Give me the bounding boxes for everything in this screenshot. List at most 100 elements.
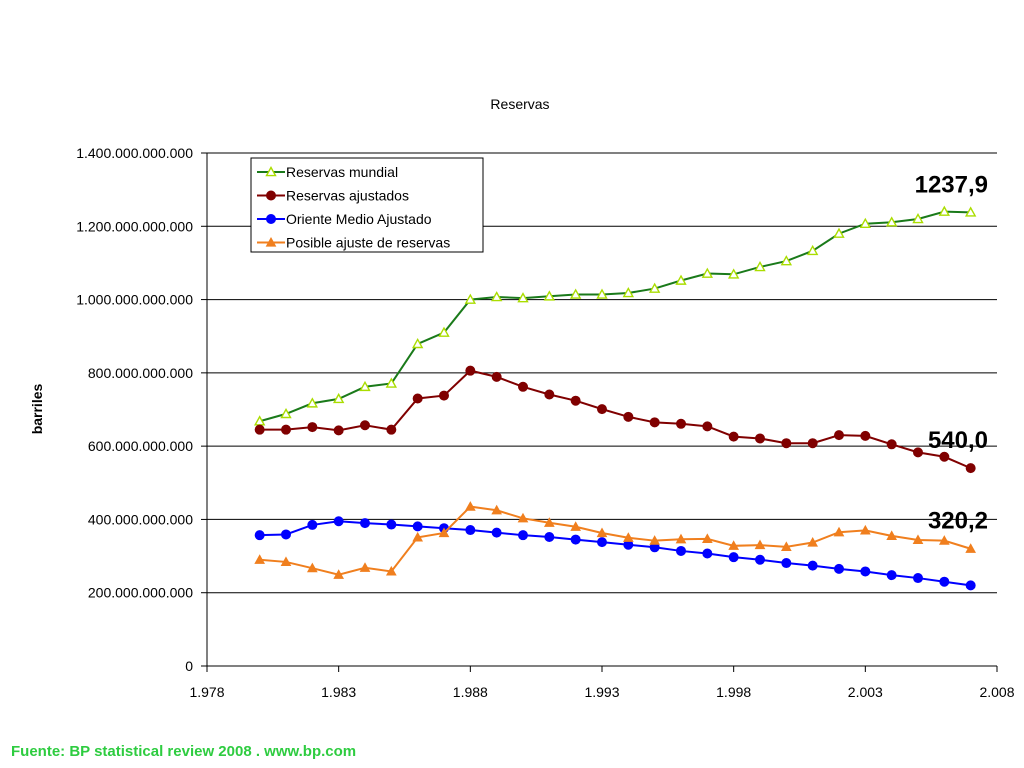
data-point <box>781 438 792 449</box>
data-point <box>570 534 581 545</box>
data-point <box>464 501 476 511</box>
legend-label: Oriente Medio Ajustado <box>286 211 432 227</box>
data-point <box>544 532 555 543</box>
series-line <box>259 210 971 423</box>
data-point <box>543 290 556 301</box>
data-point <box>596 527 608 538</box>
data-point <box>518 530 528 541</box>
data-point <box>464 293 477 304</box>
series-oriente-medio-ajustado <box>254 516 976 591</box>
data-point <box>254 554 266 564</box>
legend-label: Posible ajuste de reservas <box>286 235 450 251</box>
data-point <box>386 424 397 435</box>
x-tick-label: 1.993 <box>584 684 619 700</box>
data-point <box>912 534 924 545</box>
data-point <box>755 554 765 565</box>
data-point <box>332 392 345 404</box>
data-point <box>491 527 502 538</box>
data-point <box>938 535 950 545</box>
data-point <box>570 395 581 406</box>
data-point <box>648 282 661 293</box>
data-point <box>597 404 607 415</box>
data-point <box>280 407 292 419</box>
y-tick-label: 1.400.000.000.000 <box>76 145 193 161</box>
data-point <box>754 261 766 272</box>
data-point <box>913 573 923 584</box>
data-point <box>781 558 792 569</box>
data-point <box>834 563 844 574</box>
data-point <box>728 552 739 563</box>
legend-marker <box>266 190 276 201</box>
data-point <box>465 365 476 376</box>
legend-marker <box>266 214 276 224</box>
data-point <box>622 287 635 298</box>
end-value-label: 320,2 <box>928 508 988 535</box>
series-line <box>259 520 971 587</box>
y-tick-label: 800.000.000.000 <box>88 365 193 381</box>
data-point <box>727 268 740 279</box>
data-point <box>517 512 529 523</box>
data-point <box>438 527 450 538</box>
series-line <box>259 369 972 470</box>
legend-marker <box>265 236 277 247</box>
data-point <box>570 521 582 531</box>
data-point <box>491 504 503 515</box>
y-axis-label: barriles <box>29 383 45 434</box>
reserves-chart: Reservas barriles 0 200.000.000.000 400.00… <box>29 96 1015 700</box>
x-tick-label: 1.978 <box>189 684 224 700</box>
legend-label: Reservas ajustados <box>286 188 409 204</box>
data-point <box>965 463 976 474</box>
legend-box <box>250 157 484 253</box>
x-tick-label: 1.998 <box>716 684 751 700</box>
data-point <box>860 566 871 577</box>
data-point <box>886 530 898 541</box>
end-value-label: 1237,9 <box>915 171 988 198</box>
legend-label: Reservas mundial <box>286 164 398 180</box>
data-point <box>359 380 371 392</box>
data-point <box>965 580 976 591</box>
data-point <box>517 292 529 303</box>
data-point <box>806 244 819 256</box>
data-point <box>807 536 819 547</box>
x-tick-labels: 1.978 1.983 1.988 1.993 1.998 2.003 2.008 <box>189 684 1014 700</box>
x-tick-label: 2.008 <box>979 684 1014 700</box>
source-note: Fuente: BP statistical review 2008 . www… <box>11 743 357 760</box>
legend-marker <box>265 166 277 177</box>
data-point <box>491 371 502 382</box>
data-point <box>780 255 793 266</box>
data-point <box>439 390 449 401</box>
data-point <box>860 430 871 441</box>
data-point <box>859 217 872 229</box>
data-point <box>676 545 686 556</box>
data-point <box>834 430 844 441</box>
series-group <box>253 205 977 591</box>
data-point <box>649 535 661 545</box>
data-point <box>701 267 714 278</box>
data-point <box>385 377 398 388</box>
data-point <box>596 288 608 299</box>
data-point <box>281 529 291 540</box>
y-tick-label: 1.200.000.000.000 <box>76 218 193 234</box>
data-point <box>649 417 660 428</box>
data-point <box>307 422 318 433</box>
data-point <box>939 451 950 462</box>
data-point <box>306 562 318 573</box>
data-point <box>622 532 634 542</box>
data-point <box>569 288 582 299</box>
data-point <box>965 543 977 553</box>
data-point <box>412 521 423 532</box>
data-point <box>675 274 687 285</box>
data-point <box>333 569 345 579</box>
data-point <box>333 425 344 436</box>
data-point <box>412 393 423 404</box>
data-point <box>780 541 792 552</box>
data-point <box>807 438 818 449</box>
data-point <box>754 539 766 550</box>
y-tick-label: 0 <box>185 658 193 674</box>
data-point <box>597 537 607 548</box>
data-point <box>728 540 740 550</box>
data-point <box>728 431 739 442</box>
legend-item: Oriente Medio Ajustado <box>257 211 432 227</box>
data-point <box>280 556 292 567</box>
data-point <box>964 206 977 217</box>
